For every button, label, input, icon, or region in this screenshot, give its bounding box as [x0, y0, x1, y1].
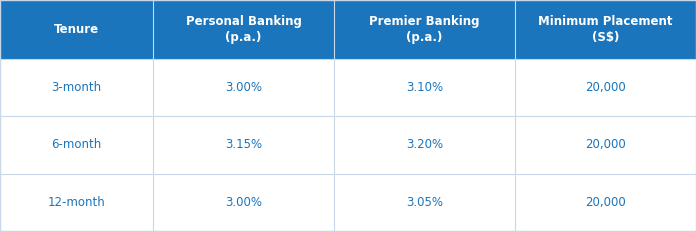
Bar	[334, 116, 515, 174]
Bar	[515, 116, 696, 174]
Text: 3.20%: 3.20%	[406, 138, 443, 152]
Bar	[0, 0, 153, 59]
Text: 3.00%: 3.00%	[225, 81, 262, 94]
Text: 20,000: 20,000	[585, 196, 626, 209]
Bar	[153, 0, 334, 59]
Bar	[153, 174, 334, 231]
Text: Personal Banking
(p.a.): Personal Banking (p.a.)	[186, 15, 301, 44]
Text: 3.00%: 3.00%	[225, 196, 262, 209]
Text: Tenure: Tenure	[54, 23, 99, 36]
Text: 12-month: 12-month	[48, 196, 105, 209]
Bar	[334, 59, 515, 116]
Text: 20,000: 20,000	[585, 81, 626, 94]
Text: 6-month: 6-month	[52, 138, 102, 152]
Bar	[515, 174, 696, 231]
Text: 3.15%: 3.15%	[225, 138, 262, 152]
Text: 20,000: 20,000	[585, 138, 626, 152]
Text: Premier Banking
(p.a.): Premier Banking (p.a.)	[370, 15, 480, 44]
Bar	[0, 174, 153, 231]
Text: 3-month: 3-month	[52, 81, 102, 94]
Text: Minimum Placement
(S$): Minimum Placement (S$)	[538, 15, 673, 44]
Bar	[153, 116, 334, 174]
Bar	[0, 59, 153, 116]
Bar	[334, 174, 515, 231]
Bar	[515, 0, 696, 59]
Bar	[0, 116, 153, 174]
Bar	[334, 0, 515, 59]
Bar	[515, 59, 696, 116]
Text: 3.10%: 3.10%	[406, 81, 443, 94]
Bar	[153, 59, 334, 116]
Text: 3.05%: 3.05%	[406, 196, 443, 209]
